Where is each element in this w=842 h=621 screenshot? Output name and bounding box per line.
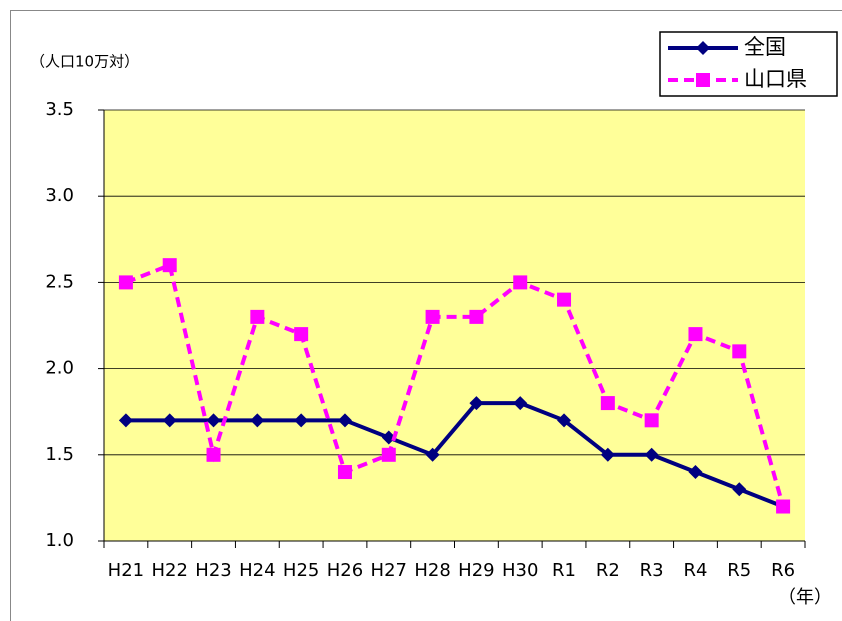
legend-box xyxy=(659,31,838,97)
x-tick-label: H29 xyxy=(458,560,494,581)
data-point xyxy=(557,292,572,307)
data-point xyxy=(644,447,659,462)
y-tick-label: 1.0 xyxy=(45,530,74,551)
data-point xyxy=(557,413,572,428)
data-point xyxy=(206,447,221,462)
y-tick-label: 3.0 xyxy=(45,185,74,206)
data-point xyxy=(162,258,177,273)
x-tick-label: R3 xyxy=(640,560,664,581)
y-unit: （人口10万対） xyxy=(30,53,139,71)
x-tick-label: H24 xyxy=(239,560,275,581)
x-tick-label: R5 xyxy=(727,560,751,581)
x-tick-label: H28 xyxy=(414,560,450,581)
frame xyxy=(10,10,842,621)
data-point xyxy=(294,413,309,428)
y-tick-label: 2.0 xyxy=(45,358,74,379)
x-tick-label: H26 xyxy=(327,560,363,581)
data-point xyxy=(337,465,352,480)
data-point xyxy=(776,499,791,514)
data-point xyxy=(294,327,309,342)
data-point xyxy=(688,327,703,342)
x-tick-label: R6 xyxy=(771,560,795,581)
data-point xyxy=(469,309,484,324)
x-tick-label: R1 xyxy=(552,560,576,581)
data-point xyxy=(644,413,659,428)
x-tick-label: H21 xyxy=(108,560,144,581)
series-line xyxy=(125,401,784,509)
data-point xyxy=(425,447,440,462)
x-unit: （年） xyxy=(778,587,832,608)
data-point xyxy=(513,275,528,290)
data-point xyxy=(600,396,615,411)
legend-label: 全国 xyxy=(744,35,786,59)
y-tick-label: 3.5 xyxy=(45,99,74,120)
data-point xyxy=(250,413,265,428)
x-tick-label: H22 xyxy=(151,560,187,581)
x-tick-label: H23 xyxy=(195,560,231,581)
data-point xyxy=(250,309,265,324)
data-point xyxy=(732,482,747,497)
data-point xyxy=(206,413,221,428)
legend-label: 山口県 xyxy=(744,67,807,91)
data-point xyxy=(162,413,177,428)
data-point xyxy=(381,447,396,462)
x-tick-label: R2 xyxy=(596,560,620,581)
data-point xyxy=(337,413,352,428)
data-point xyxy=(600,447,615,462)
data-point xyxy=(688,465,703,480)
x-tick-label: R4 xyxy=(683,560,707,581)
legend-marker xyxy=(696,73,710,87)
y-tick-label: 1.5 xyxy=(45,444,74,465)
data-point xyxy=(118,413,133,428)
series-line xyxy=(125,262,786,508)
data-point xyxy=(118,275,133,290)
y-tick-label: 2.5 xyxy=(45,271,74,292)
x-tick-label: H25 xyxy=(283,560,319,581)
data-point xyxy=(732,344,747,359)
plot-area xyxy=(104,110,805,541)
x-tick-label: H30 xyxy=(502,560,538,581)
x-tick-label: H27 xyxy=(371,560,407,581)
data-point xyxy=(381,430,396,445)
legend-marker xyxy=(696,41,710,55)
data-point xyxy=(425,309,440,324)
data-point xyxy=(513,396,528,411)
data-point xyxy=(469,396,484,411)
